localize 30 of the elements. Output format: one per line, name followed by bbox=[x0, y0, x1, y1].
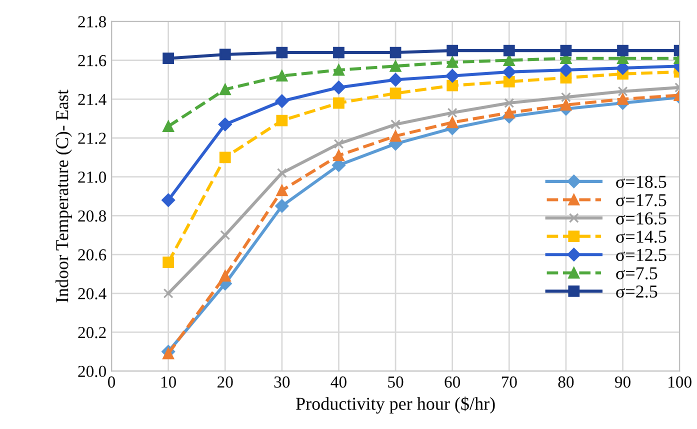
legend-label: σ=18.5 bbox=[616, 176, 666, 188]
x-tick-label: 30 bbox=[274, 376, 290, 388]
legend-label: σ=16.5 bbox=[616, 212, 666, 225]
x-tick-label: 90 bbox=[614, 376, 630, 388]
x-tick-label: 0 bbox=[108, 376, 116, 388]
legend-label: σ=17.5 bbox=[616, 194, 666, 206]
y-tick-label: 21.2 bbox=[78, 132, 106, 144]
y-tick-label: 20.6 bbox=[78, 249, 106, 261]
y-tick-label: 21.6 bbox=[78, 55, 106, 66]
legend-label: σ=14.5 bbox=[616, 230, 666, 243]
x-tick-label: 70 bbox=[502, 376, 517, 388]
x-axis-title: Productivity per hour ($/hr) bbox=[296, 396, 495, 414]
x-tick-label: 20 bbox=[218, 376, 233, 388]
y-axis-title: Indoor Temperature (C)- East bbox=[56, 90, 72, 302]
y-tick-label: 21.0 bbox=[78, 172, 106, 183]
legend-label: σ=7.5 bbox=[616, 267, 658, 280]
y-tick-label: 20.2 bbox=[78, 326, 106, 338]
y-tick-label: 20.4 bbox=[78, 288, 106, 300]
y-tick-label: 20.0 bbox=[78, 366, 106, 378]
y-tick-label: 21.4 bbox=[78, 94, 106, 106]
legend-label: σ=2.5 bbox=[616, 286, 658, 298]
x-tick-label: 100 bbox=[668, 376, 692, 388]
x-tick-label: 40 bbox=[330, 376, 346, 388]
y-tick-label: 21.8 bbox=[78, 16, 106, 28]
legend-label: σ=12.5 bbox=[616, 248, 666, 262]
y-tick-label: 20.8 bbox=[78, 210, 106, 222]
x-tick-label: 80 bbox=[558, 376, 574, 388]
x-tick-label: 10 bbox=[161, 376, 176, 388]
x-tick-label: 50 bbox=[388, 376, 404, 388]
x-tick-label: 60 bbox=[444, 376, 460, 388]
